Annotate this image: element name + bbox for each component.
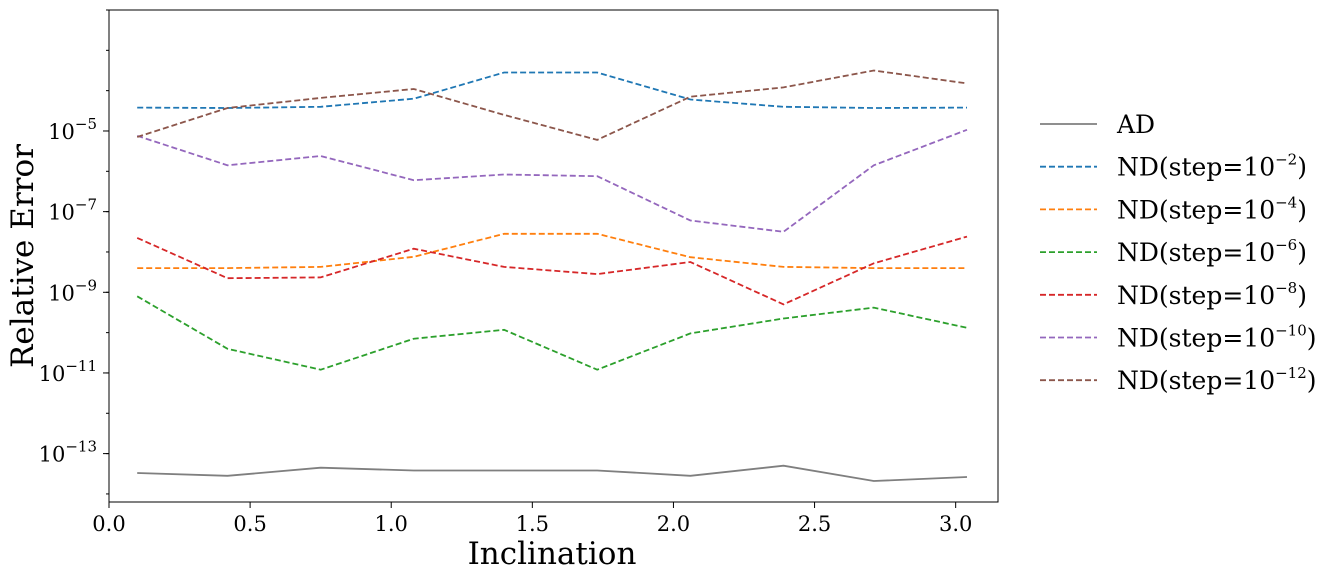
legend-entry-label: ND(step=10−2) <box>1117 151 1307 182</box>
x-tick-label: 1.0 <box>375 512 408 536</box>
x-tick-label: 2.0 <box>657 512 690 536</box>
plot-frame <box>108 9 999 503</box>
y-tick-label: 10−9 <box>48 276 97 305</box>
legend-entry-label: ND(step=10−8) <box>1117 279 1307 310</box>
series-line-5 <box>136 128 968 233</box>
x-tick-label: 2.5 <box>798 512 831 536</box>
y-tick-label: 10−11 <box>39 357 97 386</box>
legend: AD ND(step=10−2) ND(step=10−4) ND(step=10−6… <box>1040 110 1317 395</box>
x-axis-title: Inclination <box>468 536 637 572</box>
plot-area <box>108 9 999 503</box>
series-layer <box>136 69 968 482</box>
series-line-2 <box>137 232 967 270</box>
y-tick-label: 10−13 <box>39 438 97 467</box>
legend-entry-label: ND(step=10−4) <box>1117 193 1307 224</box>
x-tick-label: 0.5 <box>233 512 266 536</box>
series-line-0 <box>137 464 968 482</box>
series-line-6 <box>136 69 968 141</box>
legend-entry-label: ND(step=10−6) <box>1117 236 1307 267</box>
x-tick-label: 0.0 <box>92 512 125 536</box>
x-axis: 0.0 0.5 1.0 1.5 2.0 2.5 3.0 <box>92 502 972 536</box>
series-line-4 <box>136 235 968 306</box>
y-tick-label: 10−7 <box>48 196 97 225</box>
series-line-1 <box>137 71 968 109</box>
y-axis-title: Relative Error <box>5 144 41 368</box>
x-tick-label: 3.0 <box>939 512 972 536</box>
x-tick-label: 1.5 <box>516 512 549 536</box>
y-tick-label: 10−5 <box>48 115 97 144</box>
y-axis: 10−5 10−7 10−9 10−11 10−13 <box>39 9 109 495</box>
legend-entry-label: ND(step=10−10) <box>1117 322 1317 353</box>
series-line-3 <box>136 295 968 371</box>
legend-entry-label: AD <box>1116 110 1155 139</box>
legend-entry-label: ND(step=10−12) <box>1117 364 1317 395</box>
